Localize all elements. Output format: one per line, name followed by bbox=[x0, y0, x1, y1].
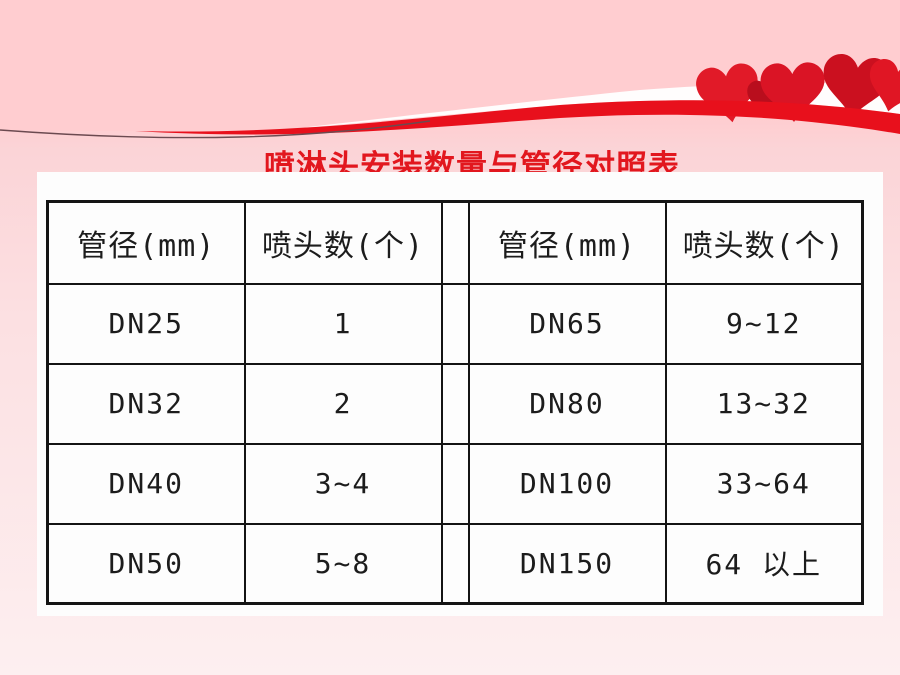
table-row: DN32 2 DN80 13~32 bbox=[46, 362, 864, 445]
table-cell: 5~8 bbox=[243, 522, 443, 605]
table-cell: 2 bbox=[243, 362, 443, 445]
table-cell: 13~32 bbox=[664, 362, 864, 445]
table-cell: DN25 bbox=[46, 282, 246, 365]
table-cell: DN50 bbox=[46, 522, 246, 605]
table-row: DN50 5~8 DN150 64 以上 bbox=[46, 522, 864, 605]
table-cell: DN32 bbox=[46, 362, 246, 445]
spacer-cell bbox=[440, 442, 470, 525]
table-cell: DN100 bbox=[467, 442, 667, 525]
table-row: DN25 1 DN65 9~12 bbox=[46, 282, 864, 365]
top-pink-band bbox=[0, 0, 900, 132]
table-cell: DN80 bbox=[467, 362, 667, 445]
table-header-row: 管径(mm) 喷头数(个) 管径(mm) 喷头数(个) bbox=[46, 200, 864, 285]
table-cell: DN65 bbox=[467, 282, 667, 365]
table-row: DN40 3~4 DN100 33~64 bbox=[46, 442, 864, 525]
comparison-table: 管径(mm) 喷头数(个) 管径(mm) 喷头数(个) DN25 1 DN65 … bbox=[46, 200, 864, 605]
column-header-count-right: 喷头数(个) bbox=[664, 200, 864, 285]
column-header-count-left: 喷头数(个) bbox=[243, 200, 443, 285]
table-cell: 64 以上 bbox=[664, 522, 864, 605]
table-cell: DN40 bbox=[46, 442, 246, 525]
red-swoosh-stripe bbox=[135, 100, 900, 135]
column-header-diameter-right: 管径(mm) bbox=[467, 200, 667, 285]
table-cell: 1 bbox=[243, 282, 443, 365]
spacer-cell bbox=[440, 522, 470, 605]
table-cell: 9~12 bbox=[664, 282, 864, 365]
column-header-diameter-left: 管径(mm) bbox=[46, 200, 246, 285]
table-cell: DN150 bbox=[467, 522, 667, 605]
table-panel: 管径(mm) 喷头数(个) 管径(mm) 喷头数(个) DN25 1 DN65 … bbox=[37, 172, 883, 616]
spacer-cell bbox=[440, 362, 470, 445]
spacer-cell bbox=[440, 200, 470, 285]
table-cell: 33~64 bbox=[664, 442, 864, 525]
table-cell: 3~4 bbox=[243, 442, 443, 525]
spacer-cell bbox=[440, 282, 470, 365]
swoosh-tail-line bbox=[0, 120, 431, 139]
